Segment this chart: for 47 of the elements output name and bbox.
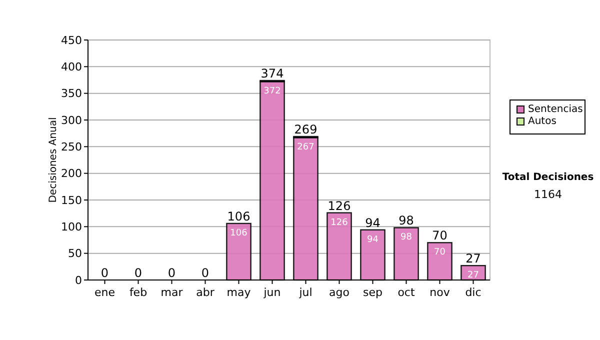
data-label: 98 [400,232,412,243]
x-tick-label: jun [262,286,281,299]
y-tick-label: 300 [61,114,82,127]
x-tick-label: may [226,286,252,299]
y-tick-label: 100 [61,220,82,234]
x-tick-label: oct [398,286,416,299]
y-axis-title: Decisiones Anual [48,117,59,203]
data-label: 106 [230,228,248,238]
total-label: 269 [294,122,318,137]
legend-label: Sentencias [528,104,583,115]
total-label: 126 [328,198,351,213]
total-label: 106 [227,209,250,224]
total-label: 0 [134,266,142,280]
legend-label: Autos [528,116,556,127]
data-label: 267 [297,142,314,153]
data-label: 94 [367,234,379,245]
data-label: 126 [330,218,348,228]
total-label: 94 [365,216,380,230]
y-tick-label: 0 [75,274,82,287]
x-tick-label: dic [465,286,482,299]
x-tick-label: jul [298,286,312,299]
text: Total Decisiones [502,172,594,183]
y-tick-label: 200 [61,167,82,180]
total-label: 98 [398,214,414,228]
y-tick-label: 450 [61,34,82,47]
x-tick-label: sep [363,286,383,299]
y-tick-label: 350 [61,87,82,100]
x-tick-label: nov [430,286,450,299]
y-tick-label: 150 [61,194,82,207]
total-label: 27 [466,252,481,266]
y-tick-label: 250 [61,140,82,154]
data-label: 27 [468,270,479,281]
data-label: 70 [434,248,446,258]
y-tick-label: 400 [61,60,82,74]
total-label: 0 [168,266,176,280]
total-label: 0 [201,266,210,280]
x-tick-label: feb [129,286,148,299]
x-tick-label: abr [196,286,215,299]
x-tick-label: ene [94,286,116,299]
text: 1164 [534,188,562,201]
total-label: 374 [260,66,284,81]
y-tick-label: 50 [68,247,82,260]
total-label: 0 [100,266,109,280]
x-tick-label: ago [329,286,350,299]
x-tick-label: mar [160,286,184,299]
data-label: 372 [264,86,281,97]
total-label: 70 [432,228,448,243]
